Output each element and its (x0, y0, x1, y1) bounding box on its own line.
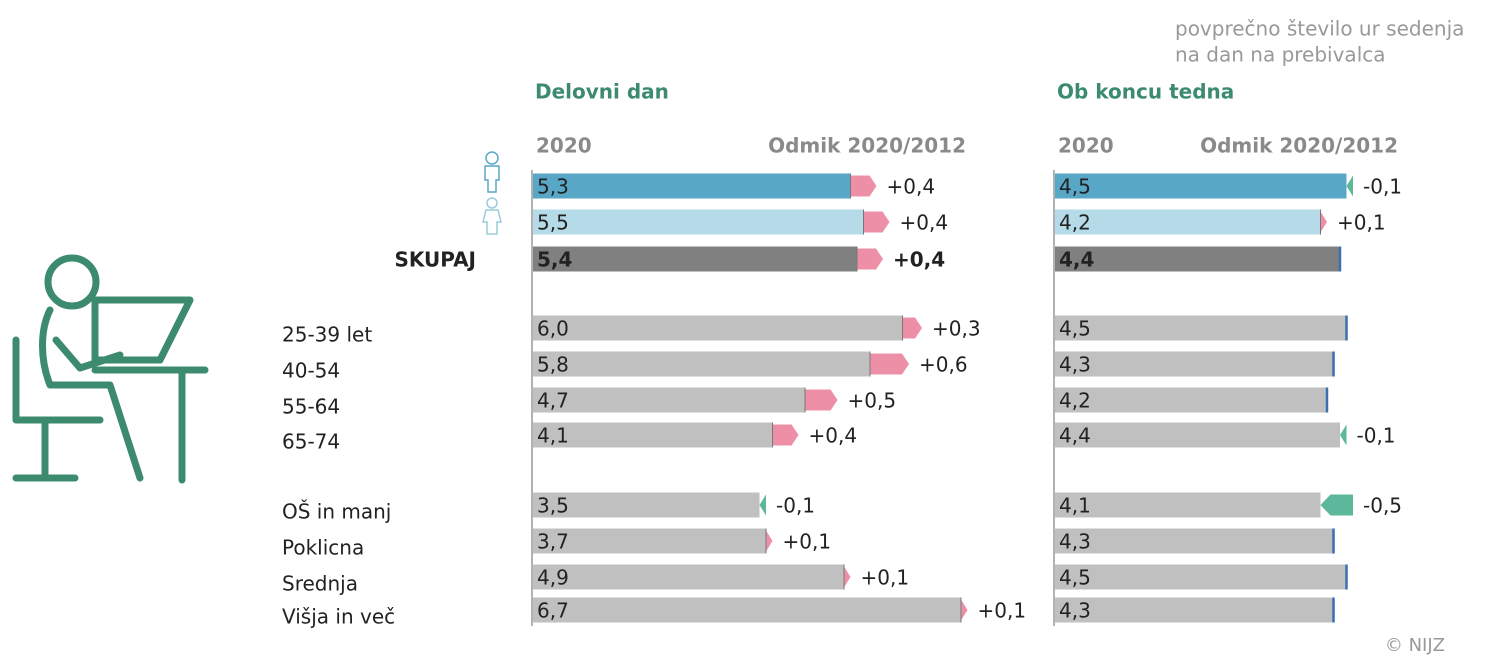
value-label: 5,8 (537, 353, 569, 377)
change-arrow (902, 317, 922, 339)
change-arrow (857, 248, 883, 270)
panel-title: Ob koncu tedna (1057, 80, 1234, 104)
row-label: SKUPAJ (394, 248, 476, 272)
row-label: 40-54 (282, 359, 340, 383)
value-label: 4,5 (1059, 175, 1091, 199)
change-arrow (961, 599, 968, 621)
row-label: OŠ in manj (282, 500, 391, 524)
bar (533, 492, 760, 518)
value-label: 6,7 (537, 599, 569, 623)
value-label: 4,2 (1059, 389, 1091, 413)
header-change: Odmik 2020/2012 (768, 134, 966, 158)
header-change: Odmik 2020/2012 (1200, 134, 1398, 158)
bar (533, 351, 870, 377)
change-label: +0,1 (1337, 211, 1386, 235)
change-arrow (850, 175, 877, 197)
bar (1055, 209, 1321, 235)
change-arrow (805, 389, 838, 411)
bar (1055, 387, 1327, 413)
header-value: 2020 (536, 134, 592, 158)
bar (1055, 246, 1340, 272)
person-icons (482, 151, 502, 235)
change-label: -0,1 (1357, 424, 1396, 448)
row-label: 25-39 let (282, 323, 372, 347)
bar (533, 422, 773, 448)
value-label: 4,3 (1059, 599, 1091, 623)
change-label: +0,1 (783, 530, 832, 554)
value-label: 5,4 (537, 248, 572, 272)
bar (533, 315, 903, 341)
bar (533, 597, 961, 623)
value-label: 5,5 (537, 211, 569, 235)
value-label: 5,3 (537, 175, 569, 199)
bar (1055, 528, 1334, 554)
change-arrow (1346, 175, 1353, 197)
bar (1055, 422, 1340, 448)
change-label: -0,1 (1363, 175, 1402, 199)
value-label: 4,5 (1059, 317, 1091, 341)
bar (533, 246, 857, 272)
value-label: 4,1 (1059, 494, 1091, 518)
value-label: 4,3 (1059, 530, 1091, 554)
row-label: 55-64 (282, 395, 340, 419)
subtitle: povprečno število ur sedenja (1175, 17, 1464, 41)
bar (533, 387, 805, 413)
value-label: 4,4 (1059, 248, 1094, 272)
change-arrow (1320, 494, 1353, 516)
change-arrow (870, 353, 909, 375)
change-arrow (772, 424, 799, 446)
change-label: +0,4 (900, 211, 949, 235)
value-label: 3,5 (537, 494, 569, 518)
change-label: +0,4 (893, 248, 945, 272)
bar (1055, 492, 1321, 518)
value-label: 4,5 (1059, 566, 1091, 590)
change-arrow (863, 211, 890, 233)
change-arrow (844, 566, 851, 588)
change-arrow (759, 494, 766, 516)
change-label: +0,1 (861, 566, 910, 590)
change-label: -0,1 (776, 494, 815, 518)
change-label: +0,6 (919, 353, 968, 377)
value-label: 4,9 (537, 566, 569, 590)
bar (533, 528, 766, 554)
change-label: +0,5 (848, 389, 897, 413)
header-value: 2020 (1058, 134, 1114, 158)
change-label: -0,5 (1363, 494, 1402, 518)
value-label: 3,7 (537, 530, 569, 554)
bar (533, 209, 864, 235)
value-label: 4,1 (537, 424, 569, 448)
value-label: 4,2 (1059, 211, 1091, 235)
bar (1055, 315, 1347, 341)
bar (1055, 351, 1334, 377)
source: © NIJZ (1385, 635, 1445, 656)
change-label: +0,4 (887, 175, 936, 199)
bar (533, 173, 851, 199)
change-label: +0,4 (809, 424, 858, 448)
change-arrow (766, 530, 773, 552)
value-label: 6,0 (537, 317, 569, 341)
change-label: +0,1 (978, 599, 1027, 623)
bar (533, 564, 844, 590)
subtitle: na dan na prebivalca (1175, 43, 1386, 67)
sitting-icon (12, 254, 209, 484)
value-label: 4,3 (1059, 353, 1091, 377)
bar (1055, 173, 1347, 199)
change-arrow (1320, 211, 1327, 233)
panel-title: Delovni dan (535, 80, 669, 104)
row-label: Poklicna (282, 536, 364, 560)
bar (1055, 597, 1334, 623)
row-label: 65-74 (282, 430, 340, 454)
value-label: 4,4 (1059, 424, 1091, 448)
value-label: 4,7 (537, 389, 569, 413)
bar (1055, 564, 1347, 590)
row-label: Višja in več (282, 605, 395, 629)
change-arrow (1340, 424, 1347, 446)
change-label: +0,3 (932, 317, 981, 341)
row-label: Srednja (282, 572, 358, 596)
